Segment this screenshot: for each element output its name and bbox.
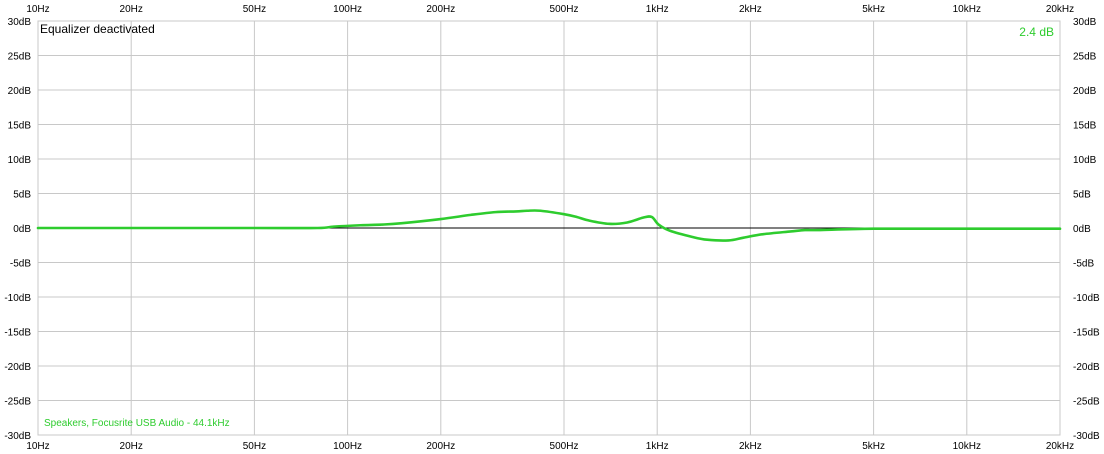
y-tick-label-right: -20dB <box>1073 362 1100 373</box>
y-tick-label-left: 25dB <box>8 52 32 63</box>
x-tick-label-top: 50Hz <box>243 4 266 15</box>
x-tick-label-bottom: 100Hz <box>333 441 362 452</box>
eq-response-curve <box>36 209 1062 242</box>
y-tick-label-left: -5dB <box>10 259 31 270</box>
y-tick-label-left: 10dB <box>8 155 32 166</box>
x-tick-label-top: 20kHz <box>1046 4 1074 15</box>
y-tick-label-right: 5dB <box>1073 190 1091 201</box>
current-value-readout: 2.4 dB <box>1019 25 1054 39</box>
x-tick-label-top: 100Hz <box>333 4 362 15</box>
y-tick-label-right: -5dB <box>1073 259 1094 270</box>
y-tick-label-left: -25dB <box>4 397 31 408</box>
y-tick-label-left: 30dB <box>8 17 32 28</box>
y-tick-label-left: -30dB <box>4 431 31 442</box>
y-tick-label-right: -30dB <box>1073 431 1100 442</box>
y-tick-label-right: -15dB <box>1073 328 1100 339</box>
y-tick-label-left: 5dB <box>13 190 31 201</box>
y-tick-label-right: 30dB <box>1073 17 1097 28</box>
x-tick-label-bottom: 10Hz <box>26 441 49 452</box>
x-tick-label-top: 2kHz <box>739 4 762 15</box>
x-tick-label-bottom: 5kHz <box>862 441 885 452</box>
y-tick-label-right: -10dB <box>1073 293 1100 304</box>
x-tick-label-bottom: 50Hz <box>243 441 266 452</box>
equalizer-status-label: Equalizer deactivated <box>40 22 155 36</box>
x-tick-label-top: 5kHz <box>862 4 885 15</box>
x-tick-label-bottom: 20Hz <box>120 441 143 452</box>
x-tick-label-top: 500Hz <box>550 4 579 15</box>
y-tick-label-right: 10dB <box>1073 155 1097 166</box>
y-tick-label-right: 20dB <box>1073 86 1097 97</box>
y-tick-label-right: -25dB <box>1073 397 1100 408</box>
x-tick-label-top: 10Hz <box>26 4 49 15</box>
y-tick-label-right: 0dB <box>1073 224 1091 235</box>
y-tick-label-left: 0dB <box>13 224 31 235</box>
x-tick-label-bottom: 10kHz <box>953 441 981 452</box>
x-tick-label-bottom: 1kHz <box>646 441 669 452</box>
y-tick-label-right: 15dB <box>1073 121 1097 132</box>
y-tick-label-right: 25dB <box>1073 52 1097 63</box>
y-tick-label-left: 20dB <box>8 86 32 97</box>
x-tick-label-bottom: 2kHz <box>739 441 762 452</box>
x-tick-label-bottom: 500Hz <box>550 441 579 452</box>
y-tick-label-left: 15dB <box>8 121 32 132</box>
y-tick-label-left: -15dB <box>4 328 31 339</box>
x-tick-label-top: 1kHz <box>646 4 669 15</box>
x-tick-label-top: 10kHz <box>953 4 981 15</box>
y-tick-label-left: -10dB <box>4 293 31 304</box>
x-tick-label-bottom: 20kHz <box>1046 441 1074 452</box>
device-info-label: Speakers, Focusrite USB Audio - 44.1kHz <box>44 418 230 429</box>
x-tick-label-top: 200Hz <box>426 4 455 15</box>
y-tick-label-left: -20dB <box>4 362 31 373</box>
x-tick-label-bottom: 200Hz <box>426 441 455 452</box>
x-tick-label-top: 20Hz <box>120 4 143 15</box>
tick-labels: 10Hz 10Hz 20Hz 20Hz 50Hz 50Hz 100Hz 100Hz 200Hz 2… <box>4 4 1100 452</box>
curve-layer <box>36 209 1062 242</box>
